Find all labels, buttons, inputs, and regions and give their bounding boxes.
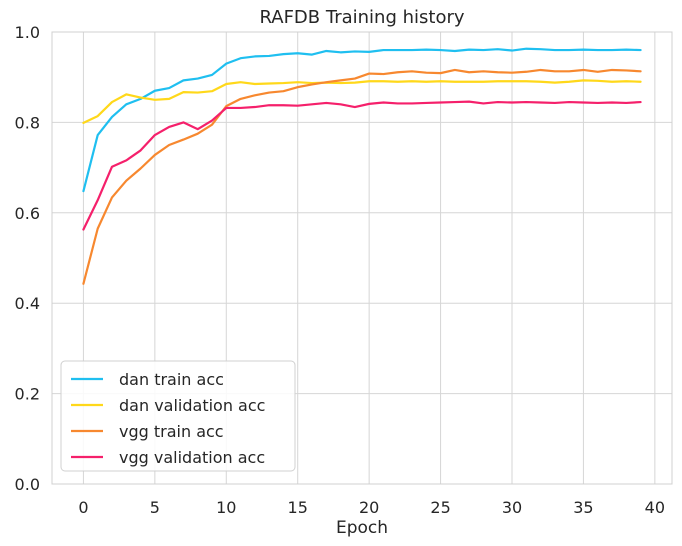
legend-label: vgg validation acc xyxy=(119,448,265,467)
x-tick-label: 0 xyxy=(78,498,88,517)
legend-label: vgg train acc xyxy=(119,422,224,441)
x-tick-label: 15 xyxy=(288,498,308,517)
plot-frame xyxy=(51,31,673,485)
legend-label: dan train acc xyxy=(119,370,224,389)
x-tick-label: 10 xyxy=(216,498,236,517)
legend: dan train acc dan validation acc vgg train… xyxy=(60,360,296,472)
legend-label: dan validation acc xyxy=(119,396,265,415)
y-tick-label: 0.2 xyxy=(15,385,40,404)
y-tick-label: 0.8 xyxy=(15,113,40,132)
y-tick-label: 0.4 xyxy=(15,294,40,313)
series-line-3 xyxy=(82,100,642,231)
series-line-1 xyxy=(82,79,642,124)
x-tick-label: 25 xyxy=(430,498,450,517)
x-tick-label: 20 xyxy=(359,498,379,517)
legend-box xyxy=(60,360,296,472)
y-tick-label: 0.0 xyxy=(15,475,40,494)
x-tick-label: 40 xyxy=(645,498,665,517)
chart-title: RAFDB Training history xyxy=(259,7,464,28)
series-line-0 xyxy=(82,47,642,193)
x-tick-label: 5 xyxy=(150,498,160,517)
x-axis-label: Epoch xyxy=(336,518,388,538)
x-tick-label: 35 xyxy=(573,498,593,517)
y-tick-label: 1.0 xyxy=(15,23,40,42)
y-tick-label: 0.6 xyxy=(15,204,40,223)
series-lines xyxy=(82,47,642,285)
x-tick-label: 30 xyxy=(502,498,522,517)
series-line-2 xyxy=(82,68,642,285)
tick-labels: 0 5 10 15 20 25 30 35 40 0.0 0.2 0.4 0.6 0.8 1.0 xyxy=(15,23,665,517)
